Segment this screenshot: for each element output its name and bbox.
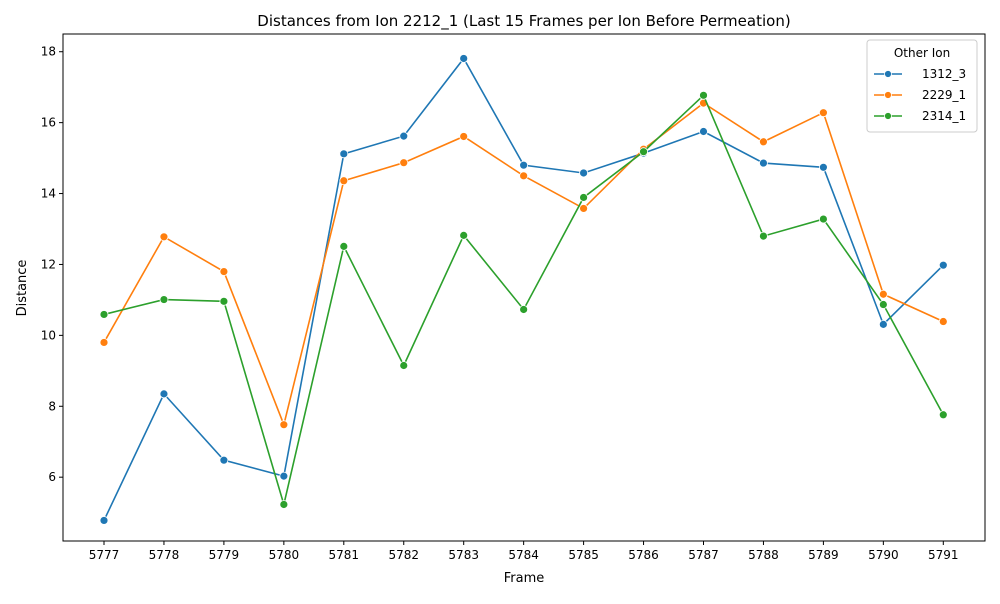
y-tick-label: 16 bbox=[41, 116, 56, 130]
data-point bbox=[878, 300, 888, 309]
y-tick-label: 18 bbox=[41, 45, 56, 59]
legend-swatch-marker bbox=[884, 70, 892, 78]
y-axis: 6 8 10 12 14 16 18 bbox=[41, 45, 63, 484]
data-point bbox=[339, 149, 349, 159]
x-tick-label: 5790 bbox=[868, 548, 899, 562]
data-point bbox=[759, 158, 768, 168]
x-tick-label: 5791 bbox=[928, 548, 959, 562]
data-point bbox=[819, 162, 828, 172]
data-point bbox=[159, 232, 169, 242]
x-tick-label: 5778 bbox=[149, 548, 180, 562]
data-point bbox=[99, 310, 109, 319]
series-2229_1 bbox=[99, 98, 948, 430]
data-point bbox=[938, 317, 948, 326]
series-line bbox=[103, 102, 944, 428]
y-axis-label: Distance bbox=[15, 260, 30, 317]
data-point bbox=[279, 471, 289, 481]
data-point bbox=[279, 420, 289, 430]
data-point bbox=[219, 296, 229, 306]
data-point bbox=[399, 361, 409, 370]
data-point bbox=[878, 319, 888, 329]
data-point bbox=[759, 231, 768, 241]
x-tick-label: 5781 bbox=[329, 548, 360, 562]
legend-entry-label: 2314_1 bbox=[922, 109, 966, 123]
chart-title: Distances from Ion 2212_1 (Last 15 Frame… bbox=[257, 12, 790, 31]
data-point bbox=[938, 410, 948, 420]
legend-title: Other Ion bbox=[894, 46, 950, 60]
data-point bbox=[159, 295, 169, 304]
data-point bbox=[878, 289, 888, 299]
series-layer bbox=[99, 54, 948, 525]
data-point bbox=[339, 176, 349, 186]
legend-box bbox=[866, 39, 978, 133]
data-point bbox=[759, 137, 768, 147]
data-point bbox=[459, 230, 469, 240]
series-line bbox=[103, 93, 945, 508]
y-tick-label: 6 bbox=[48, 470, 56, 484]
y-tick-label: 12 bbox=[41, 257, 56, 271]
plot-frame bbox=[62, 33, 986, 542]
data-point bbox=[459, 54, 469, 63]
legend-entry-label: 2229_1 bbox=[922, 88, 966, 102]
x-tick-label: 5779 bbox=[209, 548, 240, 562]
data-point bbox=[579, 168, 588, 178]
y-tick-label: 8 bbox=[48, 399, 56, 413]
data-point bbox=[819, 108, 828, 118]
data-point bbox=[699, 127, 708, 136]
legend-swatch-marker bbox=[884, 112, 892, 120]
data-point bbox=[279, 500, 289, 509]
series-line bbox=[103, 57, 944, 521]
y-tick-label: 10 bbox=[41, 328, 56, 342]
data-point bbox=[579, 193, 588, 202]
data-point bbox=[519, 171, 529, 181]
x-tick-label: 5787 bbox=[688, 548, 719, 562]
x-tick-label: 5788 bbox=[748, 548, 779, 562]
data-point bbox=[519, 305, 529, 314]
legend: Other Ion 1312_3 2229_1 2314_1 bbox=[866, 39, 978, 133]
data-point bbox=[399, 158, 409, 168]
x-tick-label: 5782 bbox=[388, 548, 419, 562]
series-2314_1 bbox=[99, 90, 948, 509]
data-point bbox=[99, 338, 109, 347]
data-point bbox=[219, 267, 229, 276]
x-axis-label: Frame bbox=[504, 571, 545, 586]
x-tick-label: 5777 bbox=[89, 548, 120, 562]
series-1312_3 bbox=[99, 54, 948, 525]
x-tick-label: 5789 bbox=[808, 548, 839, 562]
x-tick-label: 5783 bbox=[448, 548, 479, 562]
data-point bbox=[339, 241, 349, 251]
y-tick-label: 14 bbox=[41, 187, 56, 201]
x-axis: 5777 5778 5779 5780 5781 5782 5783 5784 5785 5786… bbox=[89, 541, 959, 562]
data-point bbox=[99, 516, 109, 525]
data-point bbox=[219, 455, 229, 465]
data-point bbox=[159, 389, 169, 399]
data-point bbox=[579, 204, 588, 213]
data-point bbox=[459, 132, 469, 141]
x-tick-label: 5786 bbox=[628, 548, 659, 562]
legend-entry-label: 1312_3 bbox=[922, 67, 966, 81]
data-point bbox=[519, 160, 529, 170]
data-point bbox=[938, 260, 948, 270]
data-point bbox=[699, 90, 708, 100]
data-point bbox=[399, 131, 409, 141]
x-tick-label: 5785 bbox=[568, 548, 599, 562]
data-point bbox=[639, 147, 648, 157]
data-point bbox=[819, 214, 828, 224]
legend-swatch-marker bbox=[884, 91, 892, 99]
x-tick-label: 5784 bbox=[508, 548, 539, 562]
x-tick-label: 5780 bbox=[269, 548, 300, 562]
